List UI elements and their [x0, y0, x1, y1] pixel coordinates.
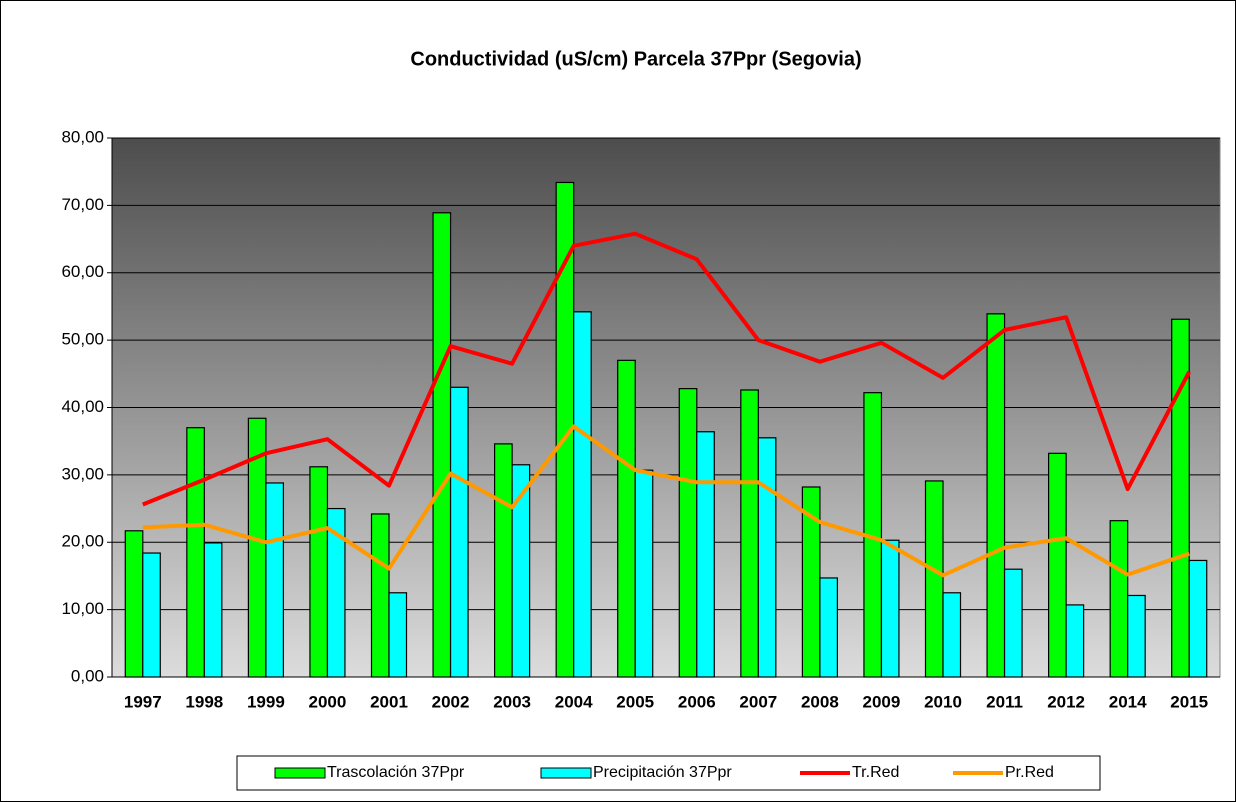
bar	[1003, 568, 1023, 678]
x-tick-label: 1998	[185, 692, 223, 711]
bar	[986, 313, 1006, 678]
x-tick-label: 2005	[616, 692, 654, 711]
bar	[511, 464, 531, 678]
line	[142, 424, 1190, 578]
x-tick-label: 2001	[370, 692, 408, 711]
legend-label: Trascolación 37Ppr	[327, 764, 465, 781]
x-tick-label: 2010	[924, 692, 962, 711]
bar	[432, 212, 452, 678]
bar	[696, 431, 715, 678]
x-tick-label: 2015	[1170, 692, 1208, 711]
bar	[1171, 318, 1190, 678]
bar	[124, 530, 144, 678]
bar	[678, 388, 698, 678]
y-tick-label: 20,00	[61, 532, 104, 551]
bar	[186, 427, 205, 678]
x-tick-label: 2000	[309, 692, 347, 711]
bar	[1127, 594, 1146, 678]
y-tick-label: 40,00	[61, 397, 104, 416]
y-tick-label: 60,00	[61, 262, 104, 281]
bar	[634, 469, 654, 678]
x-tick-label: 2003	[493, 692, 531, 711]
bar	[924, 480, 944, 678]
bar	[326, 507, 346, 678]
bar	[449, 386, 469, 678]
x-tick-label: 2012	[1047, 692, 1085, 711]
x-tick-label: 2014	[1109, 692, 1147, 711]
bar	[880, 539, 900, 678]
x-tick-label: 2008	[801, 692, 839, 711]
y-tick-label: 80,00	[61, 127, 104, 146]
x-tick-label: 1999	[247, 692, 285, 711]
x-tick-label: 2007	[739, 692, 777, 711]
bar	[265, 482, 284, 678]
bar	[309, 466, 329, 678]
bar	[370, 513, 390, 678]
y-tick-label: 50,00	[61, 330, 104, 349]
x-tick-label: 1997	[124, 692, 162, 711]
bar	[740, 389, 759, 678]
bar	[757, 437, 777, 678]
bar	[573, 311, 592, 678]
bar	[142, 552, 161, 678]
chart-title: Conductividad (uS/cm) Parcela 37Ppr (Seg…	[410, 48, 861, 70]
x-tick-label: 2011	[986, 692, 1023, 711]
x-tick-label: 2006	[678, 692, 716, 711]
bar	[819, 577, 838, 678]
y-tick-label: 10,00	[61, 599, 104, 618]
y-tick-label: 0,00	[71, 666, 104, 685]
bar	[1109, 520, 1129, 678]
line	[142, 231, 1191, 507]
bar	[388, 592, 408, 678]
bar	[1065, 604, 1085, 678]
legend-label: Tr.Red	[852, 764, 899, 781]
bar	[942, 592, 962, 678]
y-tick-label: 70,00	[61, 195, 104, 214]
x-tick-label: 2002	[432, 692, 470, 711]
bar	[1188, 559, 1208, 678]
legend-label: Precipitación 37Ppr	[593, 764, 732, 781]
bar	[494, 443, 513, 678]
legend-label: Pr.Red	[1005, 764, 1054, 781]
y-tick-label: 30,00	[61, 464, 104, 483]
legend-swatch	[274, 767, 326, 779]
x-tick-label: 2009	[863, 692, 901, 711]
bar	[617, 359, 636, 678]
x-tick-label: 2004	[555, 692, 593, 711]
bar	[203, 542, 223, 678]
bar	[1048, 452, 1067, 678]
legend-swatch	[540, 767, 592, 779]
